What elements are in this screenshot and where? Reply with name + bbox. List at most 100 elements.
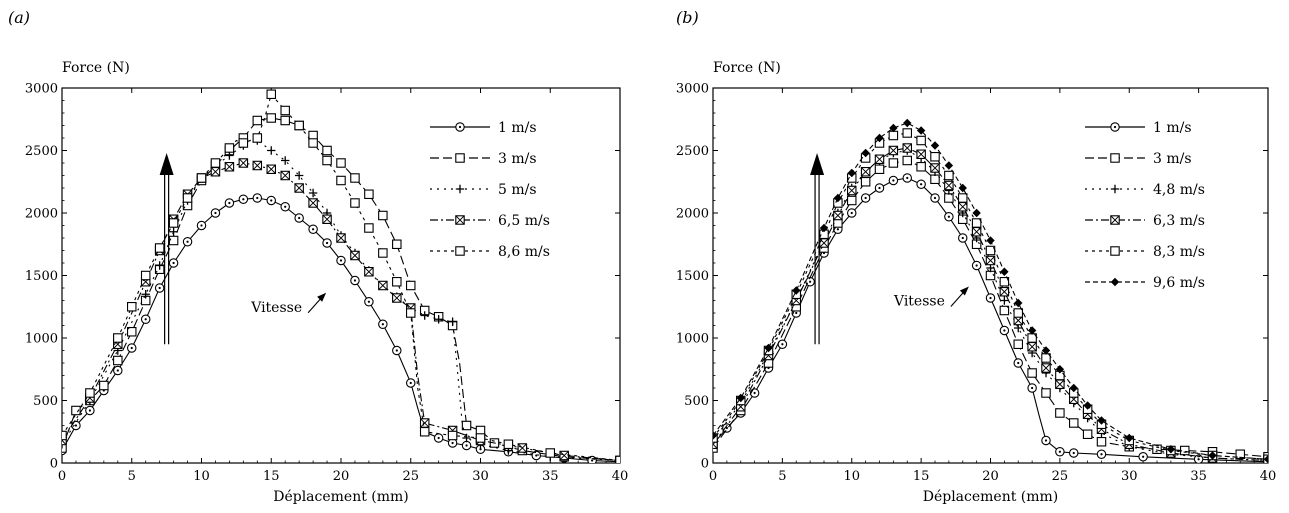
data-point xyxy=(392,276,402,287)
legend-entry: 9,6 m/s xyxy=(1085,275,1205,291)
data-point xyxy=(210,158,221,168)
data-point-cross xyxy=(930,163,940,173)
data-point xyxy=(1235,449,1246,459)
data-point-dot xyxy=(933,196,937,200)
legend-entry: 6,3 m/s xyxy=(1085,213,1205,229)
series-5 xyxy=(713,118,1268,463)
data-point xyxy=(1055,408,1065,418)
legend-label: 8,6 m/s xyxy=(498,244,550,260)
data-point xyxy=(930,141,940,150)
data-point xyxy=(1013,308,1023,318)
data-point xyxy=(736,393,745,403)
data-point-dot xyxy=(409,381,412,385)
data-point xyxy=(888,130,899,141)
data-point xyxy=(378,210,388,221)
data-point xyxy=(545,448,555,458)
velocity-arrow-head xyxy=(159,153,174,175)
data-point xyxy=(196,173,207,183)
data-point-cross xyxy=(224,162,234,172)
data-point xyxy=(888,158,899,168)
data-point-cross xyxy=(888,145,898,156)
data-point xyxy=(462,433,471,443)
legend-entry: 6,5 m/s xyxy=(430,213,550,229)
data-point xyxy=(182,193,193,203)
y-axis-label: Force (N) xyxy=(62,60,130,76)
data-point xyxy=(944,161,954,170)
data-point xyxy=(224,143,235,153)
legend-entry: 1 m/s xyxy=(430,120,537,136)
legend-entry: 8,3 m/s xyxy=(1085,244,1205,260)
data-point-dot xyxy=(437,436,440,440)
data-point xyxy=(1069,418,1079,428)
data-point xyxy=(916,126,926,135)
data-point-cross xyxy=(378,280,388,291)
data-point xyxy=(1069,383,1078,393)
data-point xyxy=(475,433,486,443)
data-point xyxy=(861,148,870,158)
legend-label: 8,3 m/s xyxy=(1153,244,1205,260)
data-point-cross xyxy=(210,167,221,177)
data-point-dot xyxy=(186,240,189,243)
data-point xyxy=(113,355,123,366)
data-point xyxy=(294,120,304,131)
y-tick-label: 500 xyxy=(33,394,58,409)
legend-label: 6,5 m/s xyxy=(498,213,550,229)
data-point-cross xyxy=(944,180,954,191)
data-point-dot xyxy=(339,259,343,262)
legend-label: 3 m/s xyxy=(498,151,537,167)
data-point xyxy=(364,223,374,233)
x-tick-label: 0 xyxy=(709,469,717,484)
data-point-dot xyxy=(144,318,147,321)
velocity-arrow-head xyxy=(810,153,825,175)
data-point xyxy=(792,286,801,295)
data-point xyxy=(392,239,402,250)
legend-marker xyxy=(455,184,465,194)
annotation-vitesse: Vitesse xyxy=(250,300,302,316)
x-tick-label: 35 xyxy=(542,469,559,484)
legend-marker xyxy=(1110,277,1120,287)
data-point xyxy=(902,128,912,138)
data-point-dot xyxy=(753,391,756,395)
data-point-dot xyxy=(591,459,594,462)
data-point xyxy=(141,290,150,299)
data-point xyxy=(930,174,940,185)
annotation-arrow-head xyxy=(959,286,969,296)
data-point xyxy=(957,193,968,203)
data-point xyxy=(252,133,263,143)
data-point xyxy=(71,405,81,416)
data-point-cross xyxy=(364,267,374,277)
data-point-dot xyxy=(795,311,798,315)
data-point xyxy=(322,145,332,156)
data-point xyxy=(1208,451,1217,460)
data-point xyxy=(889,123,898,133)
data-point xyxy=(280,105,290,116)
data-point xyxy=(999,276,1010,287)
data-point xyxy=(958,183,967,193)
data-point-dot xyxy=(975,264,978,267)
legend-label: 9,6 m/s xyxy=(1153,275,1205,291)
data-point-dot xyxy=(1003,329,1006,332)
data-point-cross xyxy=(420,418,430,428)
data-point xyxy=(419,426,430,437)
data-point-cross xyxy=(1027,342,1037,352)
legend-label: 6,3 m/s xyxy=(1153,213,1205,229)
data-point-dot xyxy=(130,346,133,350)
data-point xyxy=(168,218,179,228)
data-point-dot xyxy=(947,215,950,218)
data-point xyxy=(1000,267,1009,276)
data-point xyxy=(308,188,318,198)
legend-label: 4,8 m/s xyxy=(1153,182,1205,198)
data-point xyxy=(62,443,67,453)
data-point-dot xyxy=(864,196,867,200)
data-point-dot xyxy=(1072,451,1075,455)
data-point xyxy=(267,146,276,155)
data-point xyxy=(281,156,290,165)
data-point-cross xyxy=(1041,363,1051,373)
data-point-dot xyxy=(74,424,78,427)
data-point xyxy=(405,280,416,291)
legend-entry: 3 m/s xyxy=(1085,151,1192,167)
data-point xyxy=(322,155,332,166)
data-point xyxy=(986,236,995,245)
legend-marker xyxy=(1110,184,1120,194)
